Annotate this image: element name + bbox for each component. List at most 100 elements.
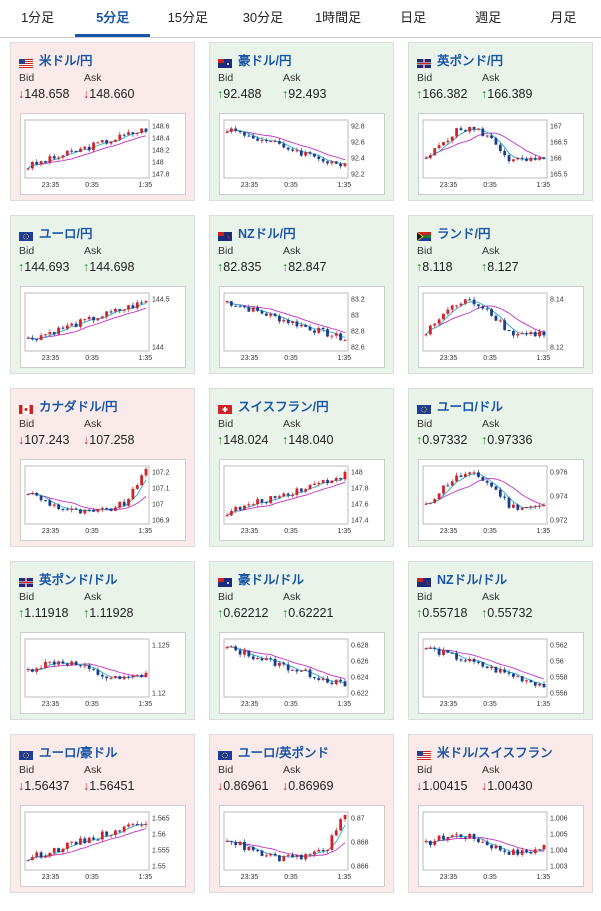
x-tick-label: 0:35	[284, 182, 298, 189]
card-title[interactable]: NZドル/円	[218, 223, 296, 242]
rate-card[interactable]: ユーロ/英ポンド Bid Ask ↓0.86961 ↓0.86969 0.87 0.868 0…	[209, 734, 394, 893]
card-title[interactable]: 豪ドル/円	[218, 50, 291, 69]
tab-1[interactable]: 5分足	[75, 0, 151, 37]
candle-body	[463, 130, 467, 132]
arrow-up-icon: ↑	[217, 260, 224, 274]
ask-label: Ask	[482, 245, 500, 257]
rate-card[interactable]: カナダドル/円 Bid Ask ↓107.243 ↓107.258 107.2 107.1 1…	[10, 388, 195, 547]
card-title[interactable]: ユーロ/円	[19, 223, 92, 242]
chart-container[interactable]: 1.125 1.12 23:35 0:35 1:35	[20, 632, 186, 714]
candle-body	[485, 308, 489, 310]
pair-name[interactable]: 米ドル/スイスフラン	[437, 746, 553, 760]
card-title[interactable]: NZドル/ドル	[417, 569, 507, 588]
tab-4[interactable]: 1時間足	[314, 10, 362, 25]
rate-card[interactable]: NZドル/ドル Bid Ask ↑0.55718 ↑0.55732 0.562 0.56 0.…	[408, 561, 593, 720]
candle-body	[326, 161, 329, 164]
card-title[interactable]: 英ポンド/ドル	[19, 569, 117, 588]
candle-body	[313, 851, 316, 855]
pair-name[interactable]: 豪ドル/ドル	[238, 573, 304, 587]
pair-name[interactable]: 米ドル/円	[39, 54, 93, 68]
rate-card[interactable]: 英ポンド/ドル Bid Ask ↑1.11918 ↑1.11928 1.125 1.12 23…	[10, 561, 195, 720]
pair-name[interactable]: ユーロ/円	[39, 227, 93, 241]
candle-body	[282, 319, 286, 322]
bid-value: ↑0.62212	[217, 606, 268, 620]
rate-card[interactable]: ユーロ/ドル Bid Ask ↑0.97332 ↑0.97336 0.976 0.974 0.…	[408, 388, 593, 547]
candle-body	[468, 299, 472, 301]
card-title[interactable]: 米ドル/円	[19, 50, 92, 69]
candle-body	[105, 831, 109, 836]
tab-5[interactable]: 日足	[400, 10, 427, 25]
chart-container[interactable]: 144.5 144 23:35 0:35 1:35	[20, 286, 186, 368]
pair-name[interactable]: NZドル/円	[238, 227, 296, 241]
candle-body	[65, 150, 69, 156]
candle-body	[251, 135, 255, 139]
rate-card[interactable]: スイスフラン/円 Bid Ask ↑148.024 ↑148.040 148 147.8 14…	[209, 388, 394, 547]
card-title[interactable]: スイスフラン/円	[218, 396, 329, 415]
tab-0[interactable]: 1分足	[20, 10, 55, 25]
candle-body	[135, 302, 139, 309]
rate-card[interactable]: NZドル/円 Bid Ask ↑82.835 ↑82.847 83.2 83 82.8 82.6…	[209, 215, 394, 374]
card-title[interactable]: 豪ドル/ドル	[218, 569, 304, 588]
pair-name[interactable]: ユーロ/豪ドル	[39, 746, 118, 760]
chart-container[interactable]: 167 166.5 166 165.5 23:35 0:35 1:35	[418, 113, 584, 195]
candle-body	[494, 666, 498, 673]
tab-3[interactable]: 30分足	[242, 10, 284, 25]
rate-card[interactable]: 豪ドル/ドル Bid Ask ↑0.62212 ↑0.62221 0.628 0.626 0.…	[209, 561, 394, 720]
pair-name[interactable]: ユーロ/ドル	[437, 400, 503, 414]
tab-2[interactable]: 15分足	[167, 10, 209, 25]
chart-container[interactable]: 1.565 1.56 1.555 1.55 23:35 0:35 1:35	[20, 805, 186, 887]
pair-name[interactable]: ランド/円	[437, 227, 491, 241]
card-title[interactable]: カナダドル/円	[19, 396, 117, 415]
candle-body	[308, 669, 312, 678]
bid-value-text: 1.11918	[24, 606, 69, 620]
rate-card[interactable]: ユーロ/円 Bid Ask ↑144.693 ↑144.698 144.5 144 23:35…	[10, 215, 195, 374]
chart-container[interactable]: 0.87 0.868 0.866 23:35 0:35 1:35	[219, 805, 385, 887]
rate-card[interactable]: ユーロ/豪ドル Bid Ask ↓1.56437 ↓1.56451 1.565 1.56 1.…	[10, 734, 195, 893]
x-tick-label: 1:35	[139, 874, 153, 881]
ask-label: Ask	[482, 591, 500, 603]
candle-body	[485, 135, 489, 137]
candle-body	[494, 486, 498, 490]
candle-body	[87, 837, 91, 844]
card-title[interactable]: 米ドル/スイスフラン	[417, 742, 553, 761]
pair-name[interactable]: 豪ドル/円	[238, 54, 292, 68]
pair-name[interactable]: カナダドル/円	[39, 400, 118, 414]
candle-body	[463, 837, 467, 839]
candle-body	[446, 485, 450, 487]
pair-name[interactable]: スイスフラン/円	[238, 400, 329, 414]
x-tick-label: 1:35	[537, 355, 551, 362]
rate-card[interactable]: 英ポンド/円 Bid Ask ↑166.382 ↑166.389 167 166.5 166 1…	[408, 42, 593, 201]
rate-card[interactable]: 米ドル/円 Bid Ask ↓148.658 ↓148.660 148.6 148.4 148…	[10, 42, 195, 201]
card-title[interactable]: ランド/円	[416, 223, 491, 242]
chart-container[interactable]: 0.562 0.56 0.558 0.556 23:35 0:35 1:35	[418, 632, 584, 714]
arrow-down-icon: ↓	[481, 779, 488, 793]
rate-grid: 米ドル/円 Bid Ask ↓148.658 ↓148.660 148.6 148.4 148…	[10, 42, 593, 893]
pair-name[interactable]: 英ポンド/円	[437, 54, 503, 68]
ask-label: Ask	[84, 245, 102, 257]
pair-name[interactable]: 英ポンド/ドル	[39, 573, 118, 587]
chart-container[interactable]: 8.14 8.12 23:35 0:35 1:35	[418, 286, 584, 368]
candle-body	[450, 652, 454, 654]
candle-body	[273, 659, 277, 666]
card-title[interactable]: ユーロ/英ポンド	[218, 742, 329, 761]
rate-card[interactable]: ランド/円 Bid Ask ↑8.118 ↑8.127 8.14 8.12 23:35 0:35…	[408, 215, 593, 374]
chart-container[interactable]: 92.8 92.6 92.4 92.2 23:35 0:35 1:35	[219, 113, 385, 195]
chart-container[interactable]: 107.2 107.1 107 106.9 23:35 0:35 1:35	[20, 459, 186, 541]
card-title[interactable]: ユーロ/豪ドル	[19, 742, 117, 761]
rate-card[interactable]: 米ドル/スイスフラン Bid Ask ↓1.00415 ↓1.00430 1.006 1.0…	[408, 734, 593, 893]
chart-container[interactable]: 1.006 1.005 1.004 1.003 23:35 0:35 1:35	[418, 805, 584, 887]
rate-card[interactable]: 豪ドル/円 Bid Ask ↑92.488 ↑92.493 92.8 92.6 92.4 92.…	[209, 42, 394, 201]
chart-container[interactable]: 0.976 0.974 0.972 23:35 0:35 1:35	[418, 459, 584, 541]
card-title[interactable]: ユーロ/ドル	[417, 396, 503, 415]
chart-container[interactable]: 148 147.8 147.6 147.4 23:35 0:35 1:35	[219, 459, 385, 541]
bid-value-text: 0.97332	[422, 433, 468, 447]
chart-container[interactable]: 148.6 148.4 148.2 148 147.8 23:35 0:35 1:35	[20, 113, 186, 195]
candle-body	[321, 850, 325, 852]
card-title[interactable]: 英ポンド/円	[417, 50, 503, 69]
pair-name[interactable]: NZドル/ドル	[437, 573, 508, 587]
chart-container[interactable]: 83.2 83 82.8 82.6 23:35 0:35 1:35	[219, 286, 385, 368]
tab-6[interactable]: 週足	[475, 10, 502, 25]
chart-container[interactable]: 0.628 0.626 0.624 0.622 23:35 0:35 1:35	[219, 632, 385, 714]
pair-name[interactable]: ユーロ/英ポンド	[238, 746, 329, 760]
tab-7[interactable]: 月足	[550, 10, 577, 25]
